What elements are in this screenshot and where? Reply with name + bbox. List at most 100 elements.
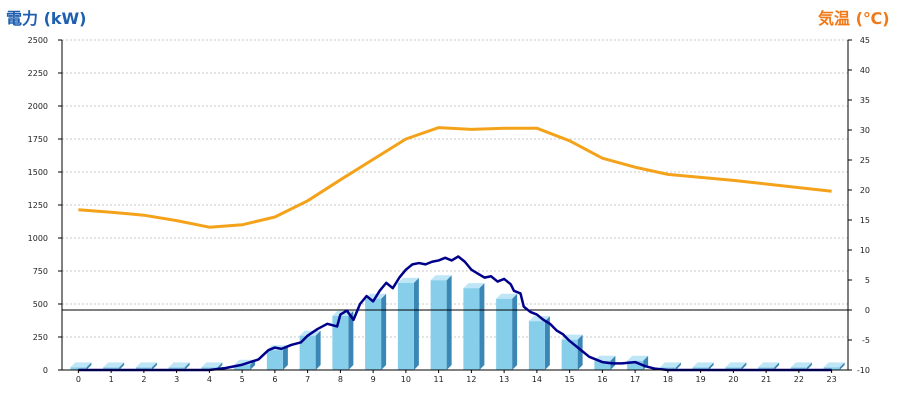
bar-front (168, 367, 185, 370)
left-axis-ticks: 0 250 500 750 1000 1250 1500 1750 2000 2250 2500 (28, 36, 62, 375)
bar (463, 283, 485, 370)
left-tick-label: 250 (33, 333, 48, 342)
bar-front (692, 367, 709, 370)
right-tick-label: 15 (860, 216, 870, 225)
left-tick-label: 2250 (28, 69, 48, 78)
bar-side (774, 362, 780, 370)
bar-side (184, 362, 190, 370)
bar-front (496, 298, 513, 370)
bar (299, 330, 321, 370)
x-tick-label: 8 (338, 375, 343, 384)
bar-front (397, 282, 414, 370)
bar (103, 362, 125, 370)
bar-front (201, 367, 218, 370)
right-tick-label: 40 (860, 66, 870, 75)
bar-front (790, 367, 807, 370)
bar (790, 362, 812, 370)
bar-top (790, 362, 812, 368)
bar-side (741, 362, 747, 370)
bar (528, 316, 550, 370)
bar-front (823, 367, 840, 370)
right-tick-label: 35 (860, 96, 870, 105)
bar-side (250, 359, 256, 370)
x-tick-label: 10 (401, 375, 411, 384)
bar (365, 293, 387, 370)
bar (692, 362, 714, 370)
bar-top (201, 362, 223, 368)
left-tick-label: 2500 (28, 36, 48, 45)
x-tick-label: 17 (630, 375, 640, 384)
bar-front (627, 360, 644, 370)
x-tick-label: 16 (597, 375, 607, 384)
bar-side (151, 362, 157, 370)
right-tick-label: 45 (860, 36, 870, 45)
bar-top (463, 283, 485, 289)
bar (430, 275, 452, 370)
bar (758, 362, 780, 370)
right-tick-label: 25 (860, 156, 870, 165)
bar-top (692, 362, 714, 368)
bar-front (266, 350, 283, 370)
bar (561, 334, 583, 370)
left-tick-label: 1000 (28, 234, 48, 243)
bar-side (479, 283, 485, 370)
bar (168, 362, 190, 370)
line-series (62, 126, 848, 372)
x-tick-label: 23 (827, 375, 837, 384)
x-tick-label: 5 (240, 375, 245, 384)
bar-top (496, 293, 518, 299)
bar-top (627, 355, 649, 361)
bar-top (725, 362, 747, 368)
left-tick-label: 750 (33, 267, 48, 276)
bar (725, 362, 747, 370)
bar-side (446, 275, 452, 370)
left-axis-title: 電力 (kW) (6, 9, 87, 28)
temperature-line (78, 126, 832, 229)
x-tick-label: 14 (532, 375, 542, 384)
bar-top (135, 362, 157, 368)
bar-side (413, 277, 419, 370)
bar-top (758, 362, 780, 368)
right-axis-title: 気温 (℃) (818, 9, 890, 28)
bar-top (659, 362, 681, 368)
bar-series (70, 275, 845, 370)
right-tick-label: 30 (860, 126, 870, 135)
bar-side (806, 362, 812, 370)
left-tick-label: 500 (33, 300, 48, 309)
right-tick-label: 20 (860, 186, 870, 195)
bar-top (168, 362, 190, 368)
right-tick-label: 10 (860, 246, 870, 255)
bar-front (103, 367, 120, 370)
right-tick-label: 0 (865, 306, 870, 315)
bar-side (708, 362, 714, 370)
bar-side (512, 293, 518, 370)
bar-side (86, 362, 92, 370)
x-tick-label: 2 (141, 375, 146, 384)
x-tick-label: 22 (794, 375, 804, 384)
right-tick-label: -5 (862, 336, 870, 345)
x-tick-label: 0 (76, 375, 81, 384)
bar (496, 293, 518, 370)
x-tick-label: 18 (663, 375, 673, 384)
bar-top (397, 277, 419, 283)
x-tick-label: 11 (434, 375, 444, 384)
bar-front (135, 367, 152, 370)
bar-front (659, 367, 676, 370)
power-line (78, 255, 832, 372)
bar (659, 362, 681, 370)
bar-side (315, 330, 321, 370)
left-tick-label: 1750 (28, 135, 48, 144)
bar-front (758, 367, 775, 370)
bar-side (675, 362, 681, 370)
bar-top (823, 362, 845, 368)
bar-front (365, 298, 382, 370)
bar-side (839, 362, 845, 370)
bar-front (70, 367, 87, 370)
x-tick-label: 6 (272, 375, 277, 384)
right-axis-ticks: -10 -5 0 5 10 15 20 25 30 35 40 45 (848, 36, 870, 375)
bar-top (594, 355, 616, 361)
x-tick-label: 7 (305, 375, 310, 384)
bar-front (463, 288, 480, 370)
